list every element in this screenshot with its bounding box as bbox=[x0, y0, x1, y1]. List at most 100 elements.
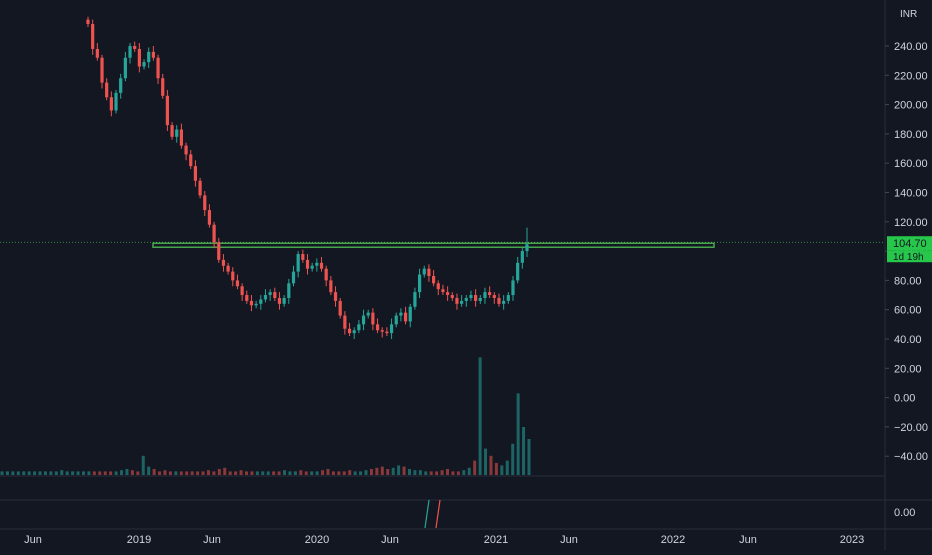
candle-body bbox=[460, 300, 464, 304]
candle-body bbox=[315, 262, 319, 266]
candle-body bbox=[254, 303, 258, 306]
candle-body bbox=[268, 292, 272, 296]
y-tick-label: 80.00 bbox=[894, 275, 922, 287]
volume-bar bbox=[130, 470, 134, 475]
candle-body bbox=[128, 46, 132, 58]
candle-body bbox=[221, 259, 226, 266]
resistance-zone-box bbox=[152, 242, 715, 248]
volume-bar bbox=[413, 470, 417, 475]
volume-bar bbox=[516, 393, 520, 475]
y-tick-label: 160.00 bbox=[894, 158, 928, 170]
candle-body bbox=[245, 295, 249, 301]
volume-bar bbox=[228, 471, 232, 475]
candle-body bbox=[399, 312, 403, 316]
y-tick-label: 240.00 bbox=[894, 41, 928, 53]
candle-body bbox=[450, 295, 454, 298]
candle-body bbox=[142, 62, 146, 67]
volume-bar bbox=[179, 471, 183, 475]
x-tick-label: 2019 bbox=[127, 534, 151, 546]
candle-body bbox=[352, 330, 356, 334]
candle-body bbox=[347, 328, 352, 334]
volume-bar bbox=[331, 471, 335, 475]
candle-body bbox=[119, 78, 123, 93]
candle-body bbox=[193, 166, 198, 181]
volume-bar bbox=[201, 471, 205, 475]
candle-body bbox=[100, 57, 104, 83]
volume-bar bbox=[288, 471, 292, 475]
candle-body bbox=[263, 295, 268, 300]
candle-body bbox=[151, 51, 155, 58]
volume-bar bbox=[272, 471, 276, 475]
candle-body bbox=[469, 295, 473, 298]
candle-body bbox=[123, 57, 127, 79]
candle-body bbox=[282, 297, 286, 304]
volume-bar bbox=[489, 455, 493, 475]
volume-bar bbox=[76, 471, 80, 475]
candle-body bbox=[156, 57, 160, 79]
volume-bar bbox=[386, 469, 390, 475]
volume-bar bbox=[223, 467, 227, 475]
x-tick-label: 2021 bbox=[484, 534, 508, 546]
candle-body bbox=[91, 24, 95, 49]
y-tick-label: 60.00 bbox=[894, 305, 922, 317]
candle-body bbox=[488, 292, 492, 296]
volume-bar bbox=[359, 471, 363, 475]
volume-bar bbox=[440, 470, 444, 475]
volume-bar bbox=[16, 471, 20, 475]
volume-bar bbox=[293, 471, 297, 475]
volume-bar bbox=[152, 469, 156, 475]
volume-bar bbox=[206, 470, 210, 475]
candle-body bbox=[95, 48, 99, 58]
y-tick-label: −20.00 bbox=[894, 422, 928, 434]
volume-bar bbox=[136, 471, 140, 475]
candle-body bbox=[109, 97, 113, 111]
volume-bar bbox=[402, 466, 406, 475]
volume-bar bbox=[266, 471, 270, 475]
candle-body bbox=[217, 242, 221, 260]
volume-bar bbox=[147, 466, 151, 475]
volume-bar bbox=[429, 471, 433, 475]
x-tick-label: 2020 bbox=[305, 534, 329, 546]
currency-label: INR bbox=[900, 9, 917, 20]
candle-body bbox=[436, 283, 440, 290]
candle-body bbox=[86, 19, 90, 25]
candle-body bbox=[380, 330, 384, 332]
x-tick-label: Jun bbox=[24, 534, 42, 546]
candle-body bbox=[175, 129, 179, 137]
candle-body bbox=[301, 254, 305, 260]
candle-body bbox=[366, 312, 370, 316]
candle-body bbox=[310, 265, 314, 269]
volume-bar bbox=[478, 357, 482, 475]
candle-body bbox=[291, 271, 296, 284]
volume-bar bbox=[125, 469, 129, 475]
volume-bar bbox=[435, 471, 439, 475]
candle-body bbox=[478, 297, 482, 301]
candle-body bbox=[240, 286, 244, 296]
volume-bar bbox=[158, 471, 162, 475]
candle-body bbox=[184, 145, 188, 155]
x-tick-label: Jun bbox=[739, 534, 757, 546]
volume-bar bbox=[364, 470, 368, 475]
candle-body bbox=[305, 259, 310, 269]
candle-body bbox=[277, 297, 282, 304]
candle-body bbox=[235, 280, 240, 287]
volume-bar bbox=[22, 471, 26, 475]
candle-body bbox=[133, 46, 137, 49]
volume-bar bbox=[109, 471, 113, 475]
candle-body bbox=[105, 82, 109, 98]
candle-body bbox=[422, 268, 426, 275]
y-tick-label: 200.00 bbox=[894, 100, 928, 112]
volume-bar bbox=[49, 471, 53, 475]
volume-bar bbox=[446, 469, 450, 475]
candle-body bbox=[207, 210, 212, 225]
volume-bar bbox=[27, 471, 31, 475]
volume-bar bbox=[255, 471, 259, 475]
candle-body bbox=[385, 331, 389, 334]
volume-bar bbox=[234, 471, 238, 475]
volume-bar bbox=[239, 470, 243, 475]
candle-body bbox=[198, 180, 202, 196]
volume-bar bbox=[283, 470, 287, 475]
volume-bar bbox=[451, 471, 455, 475]
candle-body bbox=[287, 283, 291, 298]
